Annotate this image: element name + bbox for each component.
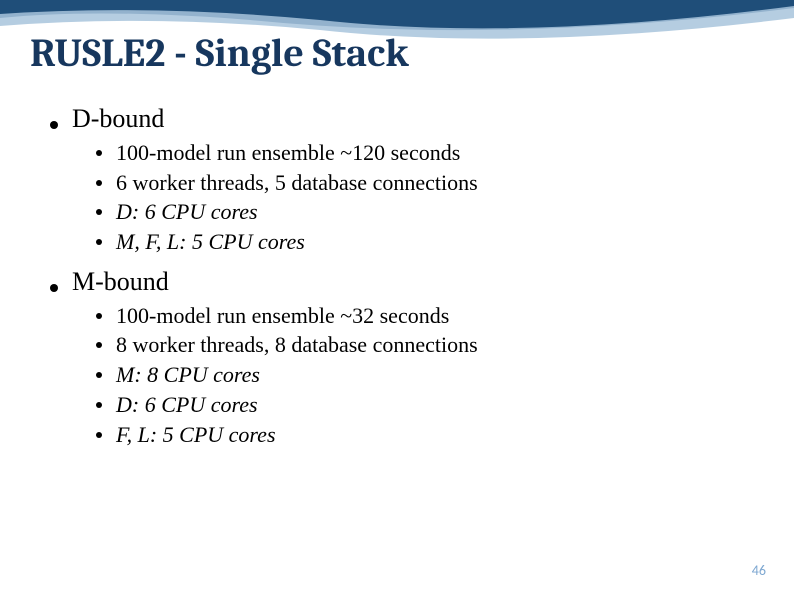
section-m-bound: M-bound 100-model run ensemble ~32 secon… bbox=[50, 267, 764, 449]
bullet-icon bbox=[50, 121, 58, 129]
item-text: D: 6 CPU cores bbox=[116, 390, 258, 420]
item-text: M: 8 CPU cores bbox=[116, 360, 260, 390]
bullet-icon bbox=[96, 313, 102, 319]
list-item: 100-model run ensemble ~120 seconds bbox=[96, 138, 764, 168]
section-heading-text: D-bound bbox=[72, 104, 164, 134]
sub-list: 100-model run ensemble ~32 seconds 8 wor… bbox=[50, 301, 764, 449]
section-d-bound: D-bound 100-model run ensemble ~120 seco… bbox=[50, 104, 764, 257]
list-item: M, F, L: 5 CPU cores bbox=[96, 227, 764, 257]
item-text: F, L: 5 CPU cores bbox=[116, 420, 276, 450]
item-text: 6 worker threads, 5 database connections bbox=[116, 168, 478, 198]
list-item: 8 worker threads, 8 database connections bbox=[96, 330, 764, 360]
bullet-icon bbox=[96, 372, 102, 378]
list-item: D: 6 CPU cores bbox=[96, 390, 764, 420]
list-item: F, L: 5 CPU cores bbox=[96, 420, 764, 450]
item-text: M, F, L: 5 CPU cores bbox=[116, 227, 305, 257]
bullet-icon bbox=[96, 432, 102, 438]
item-text: 100-model run ensemble ~32 seconds bbox=[116, 301, 449, 331]
section-heading-text: M-bound bbox=[72, 267, 169, 297]
item-text: D: 6 CPU cores bbox=[116, 197, 258, 227]
bullet-icon bbox=[96, 239, 102, 245]
bullet-icon bbox=[96, 402, 102, 408]
list-item: 100-model run ensemble ~32 seconds bbox=[96, 301, 764, 331]
list-item: 6 worker threads, 5 database connections bbox=[96, 168, 764, 198]
bullet-icon bbox=[96, 342, 102, 348]
bullet-list: D-bound 100-model run ensemble ~120 seco… bbox=[30, 104, 764, 449]
section-heading: M-bound bbox=[50, 267, 764, 297]
sub-list: 100-model run ensemble ~120 seconds 6 wo… bbox=[50, 138, 764, 257]
list-item: M: 8 CPU cores bbox=[96, 360, 764, 390]
slide-content: RUSLE2 - Single Stack D-bound 100-model … bbox=[0, 0, 794, 449]
slide-title: RUSLE2 - Single Stack bbox=[30, 30, 764, 76]
bullet-icon bbox=[96, 150, 102, 156]
bullet-icon bbox=[96, 180, 102, 186]
list-item: D: 6 CPU cores bbox=[96, 197, 764, 227]
item-text: 8 worker threads, 8 database connections bbox=[116, 330, 478, 360]
item-text: 100-model run ensemble ~120 seconds bbox=[116, 138, 460, 168]
page-number: 46 bbox=[752, 562, 766, 579]
bullet-icon bbox=[50, 284, 58, 292]
bullet-icon bbox=[96, 209, 102, 215]
section-heading: D-bound bbox=[50, 104, 764, 134]
